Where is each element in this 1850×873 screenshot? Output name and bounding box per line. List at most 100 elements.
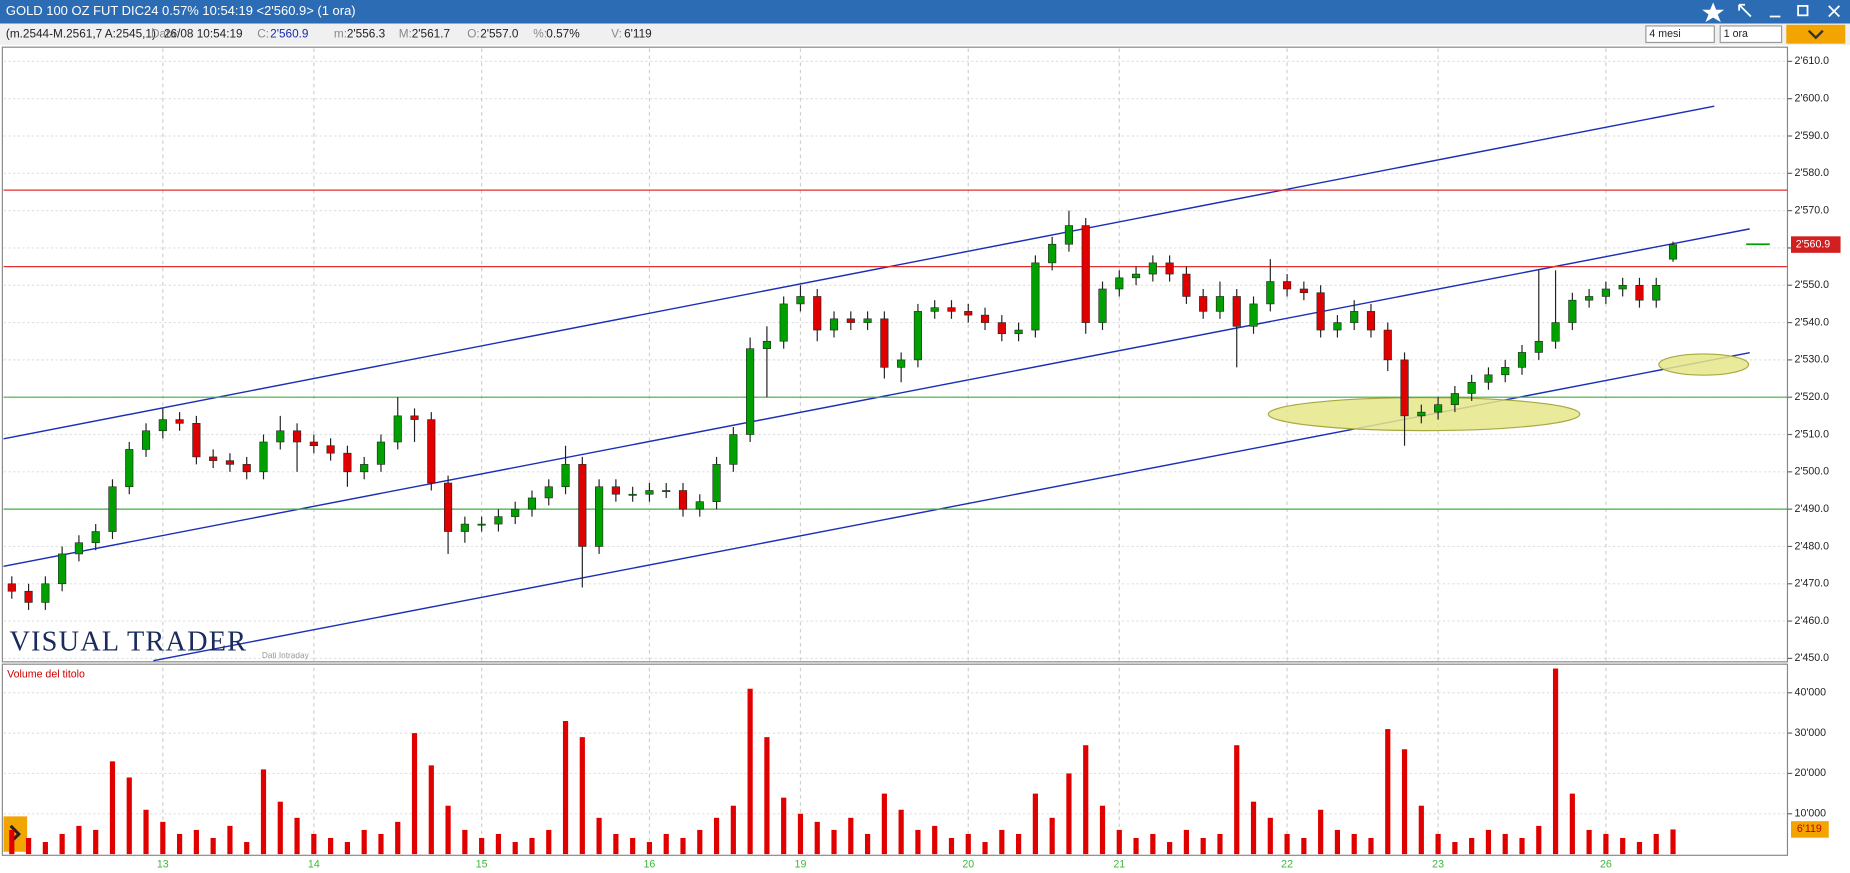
candle-body xyxy=(645,490,654,495)
y-tick-label: 2'570.0 xyxy=(1795,204,1830,216)
candle-body xyxy=(779,303,788,342)
candle-body xyxy=(192,423,201,458)
field-value: 2'556.3 xyxy=(347,27,386,40)
last-price-label: 2'560.9 xyxy=(1796,238,1831,250)
candle-body xyxy=(292,430,302,443)
volume-bar xyxy=(1200,837,1206,855)
detach-button[interactable] xyxy=(1738,3,1752,18)
candle-body xyxy=(1635,284,1644,301)
volume-bar xyxy=(1586,829,1592,855)
field-value: 26/08 10:54:19 xyxy=(164,27,243,40)
volume-bar xyxy=(1016,833,1022,855)
candle-body xyxy=(578,464,587,547)
candle-body xyxy=(829,318,839,331)
volume-bar xyxy=(1284,833,1290,855)
volume-bar xyxy=(831,829,837,855)
favorite-button[interactable] xyxy=(1702,2,1725,23)
volume-pane xyxy=(1,663,1789,856)
volume-bar xyxy=(479,837,485,855)
interval-select[interactable] xyxy=(1719,25,1783,44)
y-tick-label: 2'470.0 xyxy=(1795,578,1830,590)
volume-bar xyxy=(1116,829,1122,855)
candle-body xyxy=(1064,225,1074,245)
volume-bar xyxy=(1670,829,1676,855)
volume-bar xyxy=(1401,749,1408,855)
volume-bar xyxy=(1318,809,1324,855)
candle-body xyxy=(611,486,620,495)
y-tick-label: 2'550.0 xyxy=(1795,279,1830,291)
field-value: 2'560.9 xyxy=(270,27,308,40)
candle-body xyxy=(527,497,537,510)
volume-bar xyxy=(881,793,887,855)
candle-body xyxy=(997,322,1006,335)
volume-bar xyxy=(1234,745,1240,855)
y-tick-label: 40'000 xyxy=(1795,687,1827,699)
highlight-zone xyxy=(1658,353,1750,376)
scroll-button[interactable] xyxy=(3,816,28,852)
volume-bar xyxy=(1133,837,1139,855)
volume-bar xyxy=(428,765,434,855)
y-tick-label: 2'450.0 xyxy=(1795,652,1830,664)
volume-bar xyxy=(126,777,132,855)
title-bar xyxy=(0,0,1850,24)
candle-body xyxy=(1652,284,1661,301)
interval-value[interactable]: 1 ora xyxy=(1724,28,1748,40)
candle-body xyxy=(1316,292,1325,331)
trend-line xyxy=(3,105,1715,440)
info-fields: Data:26/08 10:54:19 C: 2'560.9 m: 2'556.3 M: 2… xyxy=(151,27,652,40)
candle-body xyxy=(1551,322,1560,342)
candle-body xyxy=(410,415,419,420)
window-controls[interactable] xyxy=(1702,2,1841,23)
candle-body xyxy=(1199,296,1208,312)
volume-bar xyxy=(59,833,65,855)
volume-bar xyxy=(210,837,216,855)
candle-body xyxy=(7,583,16,592)
period-select[interactable] xyxy=(1645,25,1715,44)
y-tick-label: 2'600.0 xyxy=(1795,92,1830,104)
volume-bar xyxy=(646,842,653,855)
menu-button[interactable] xyxy=(1786,24,1846,44)
x-tick-label: 20 xyxy=(962,859,974,871)
y-tick-label: 2'460.0 xyxy=(1795,615,1830,627)
candle-body xyxy=(947,307,956,312)
volume-bar xyxy=(445,805,451,855)
candle-body xyxy=(980,314,990,323)
candle-body xyxy=(1601,288,1610,297)
candle-body xyxy=(1417,411,1426,417)
volume-bar xyxy=(1334,829,1341,855)
candle-body xyxy=(1165,262,1174,275)
candle-body xyxy=(1131,273,1141,279)
last-price-badge xyxy=(1791,236,1841,253)
data-source: Dati Intraday xyxy=(262,651,310,660)
volume-bar xyxy=(1150,833,1156,855)
volume-bar xyxy=(495,833,502,855)
candle-body xyxy=(125,449,134,488)
volume-bar xyxy=(1435,833,1441,855)
volume-title: Volume del titolo xyxy=(7,669,85,681)
volume-bar xyxy=(395,821,401,855)
volume-bar xyxy=(1653,833,1659,855)
y-tick-label: 2'500.0 xyxy=(1795,466,1830,478)
volume-bar xyxy=(1083,745,1089,855)
candle-body xyxy=(880,318,889,368)
candle-body xyxy=(1098,288,1107,323)
candle-body xyxy=(796,296,805,305)
volume-bar xyxy=(260,769,267,855)
candle-body xyxy=(427,419,436,484)
volume-bar xyxy=(965,833,971,855)
volume-bar xyxy=(848,817,854,855)
volume-bar xyxy=(512,842,518,855)
maximize-button[interactable] xyxy=(1797,5,1809,17)
volume-bar xyxy=(1519,837,1525,855)
volume-bar xyxy=(546,829,552,855)
candle-body xyxy=(762,340,771,349)
close-button[interactable] xyxy=(1828,5,1841,18)
volume-bar xyxy=(814,821,820,855)
candle-body xyxy=(158,419,167,432)
volume-bar xyxy=(613,833,619,855)
field-value: 6'119 xyxy=(624,27,652,40)
volume-bar xyxy=(177,833,183,855)
x-tick-label: 23 xyxy=(1432,859,1444,871)
period-value[interactable]: 4 mesi xyxy=(1649,28,1680,40)
candle-body xyxy=(595,486,604,547)
